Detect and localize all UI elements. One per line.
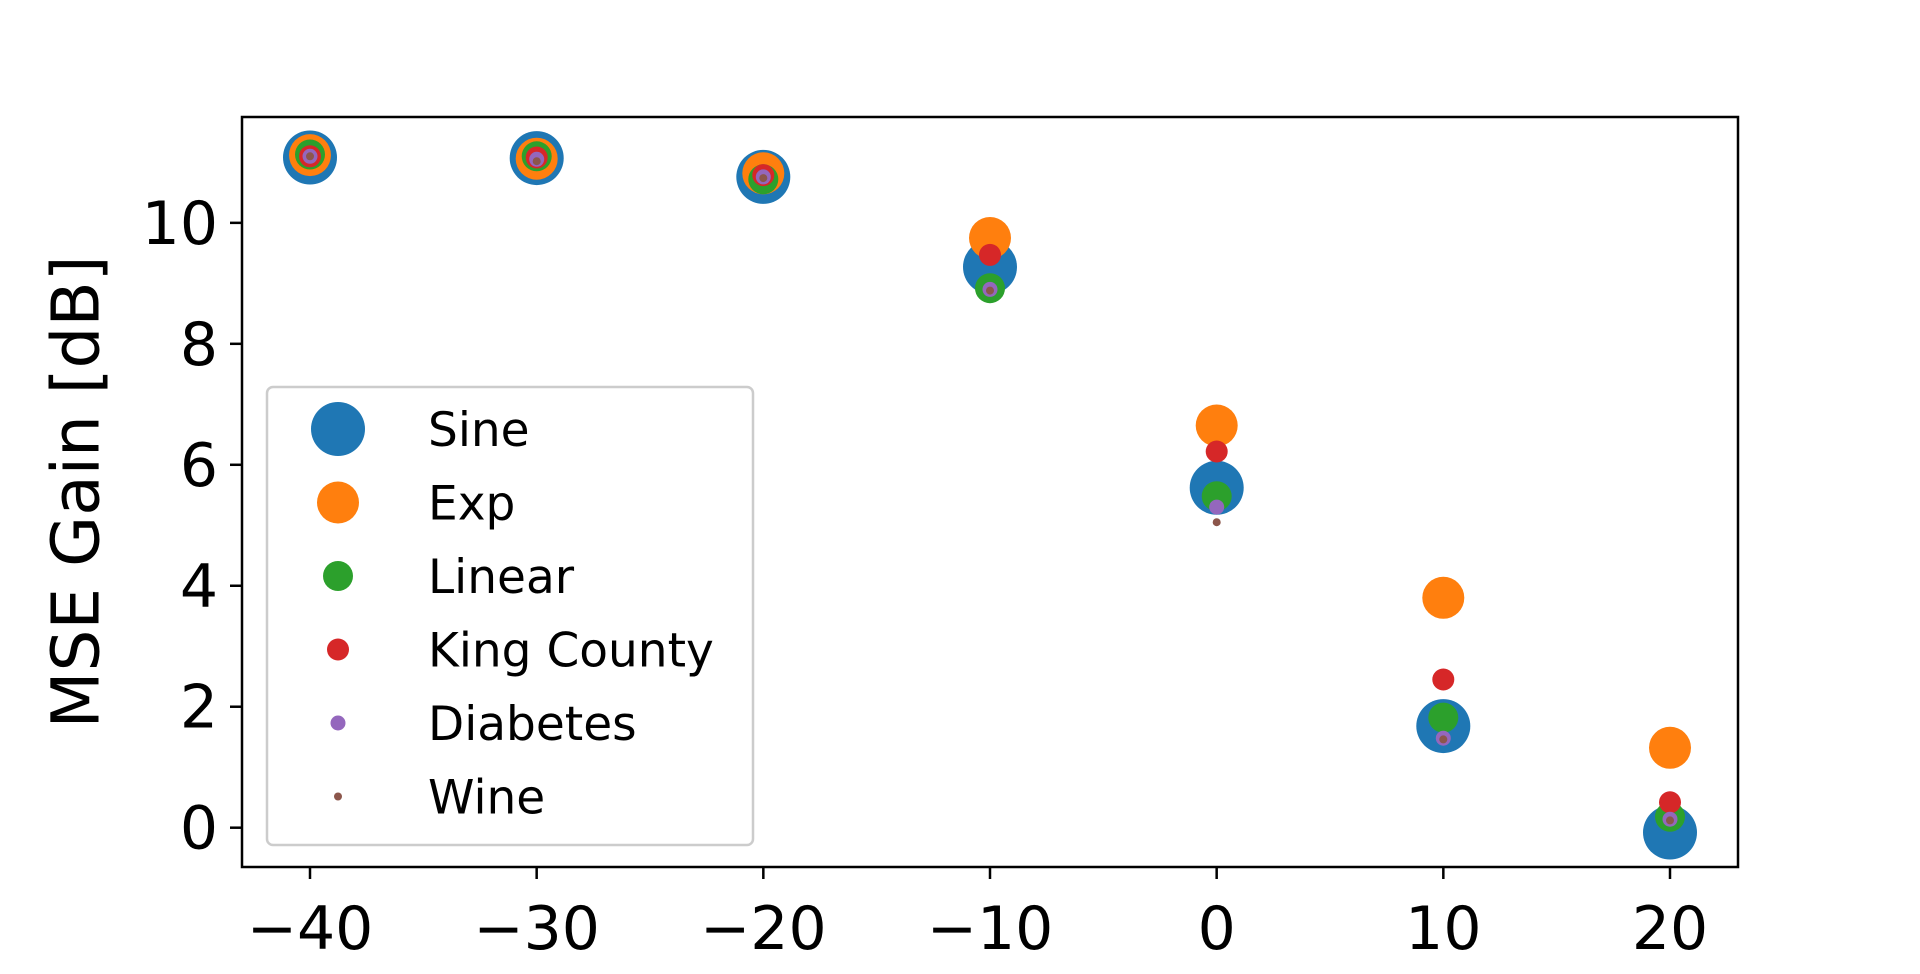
legend-label-king-county: King County [428, 624, 714, 679]
y-tick-label: 4 [180, 552, 218, 622]
y-tick-label: 6 [180, 431, 218, 501]
y-tick-label: 10 [142, 189, 218, 259]
x-tick-label: 20 [1632, 894, 1708, 964]
point-diabetes [1209, 499, 1225, 515]
x-tick-label: −30 [473, 894, 600, 964]
x-tick-label: −10 [927, 894, 1054, 964]
point-wine [532, 157, 541, 166]
x-axis: −40 −30 −20 −10 0 10 20 [247, 867, 1708, 964]
y-axis-label: MSE Gain [dB] [38, 256, 115, 729]
point-exp [969, 217, 1011, 259]
legend-label-wine: Wine [428, 771, 545, 826]
legend-marker-sine [311, 402, 365, 456]
legend-marker-linear [323, 561, 353, 591]
point-king-county [1205, 440, 1228, 463]
point-linear [1201, 481, 1232, 512]
point-wine [306, 152, 314, 161]
legend-label-sine: Sine [428, 403, 530, 458]
y-tick-label: 0 [180, 794, 218, 864]
x-tick-label: 0 [1198, 894, 1236, 964]
y-tick-label: 2 [180, 673, 218, 743]
legend-label-linear: Linear [428, 550, 575, 605]
point-exp [1195, 404, 1238, 447]
point-wine [1666, 816, 1674, 825]
point-linear [1428, 702, 1459, 733]
point-king-county [1432, 668, 1455, 691]
legend-label-exp: Exp [428, 477, 515, 532]
y-axis: 0 2 4 6 8 10 [142, 189, 242, 864]
x-tick-label: −40 [247, 894, 374, 964]
point-exp [1422, 576, 1465, 619]
legend-marker-wine [334, 792, 342, 801]
point-wine [759, 174, 768, 183]
legend: Sine Exp Linear King County Diabetes Wine [265, 385, 755, 847]
legend-label-diabetes: Diabetes [428, 697, 637, 752]
point-wine [986, 286, 994, 295]
legend-marker-king-county [327, 638, 349, 661]
point-wine [1439, 735, 1448, 744]
data-points [283, 130, 1697, 860]
point-wine [1212, 518, 1221, 527]
point-exp [1649, 726, 1691, 769]
y-tick-label: 8 [180, 310, 218, 380]
point-king-county [979, 243, 1001, 266]
point-king-county [1659, 791, 1681, 814]
legend-box [265, 385, 755, 847]
legend-marker-diabetes [330, 715, 346, 731]
x-tick-label: 10 [1405, 894, 1481, 964]
x-tick-label: −20 [700, 894, 827, 964]
legend-marker-exp [317, 481, 359, 524]
